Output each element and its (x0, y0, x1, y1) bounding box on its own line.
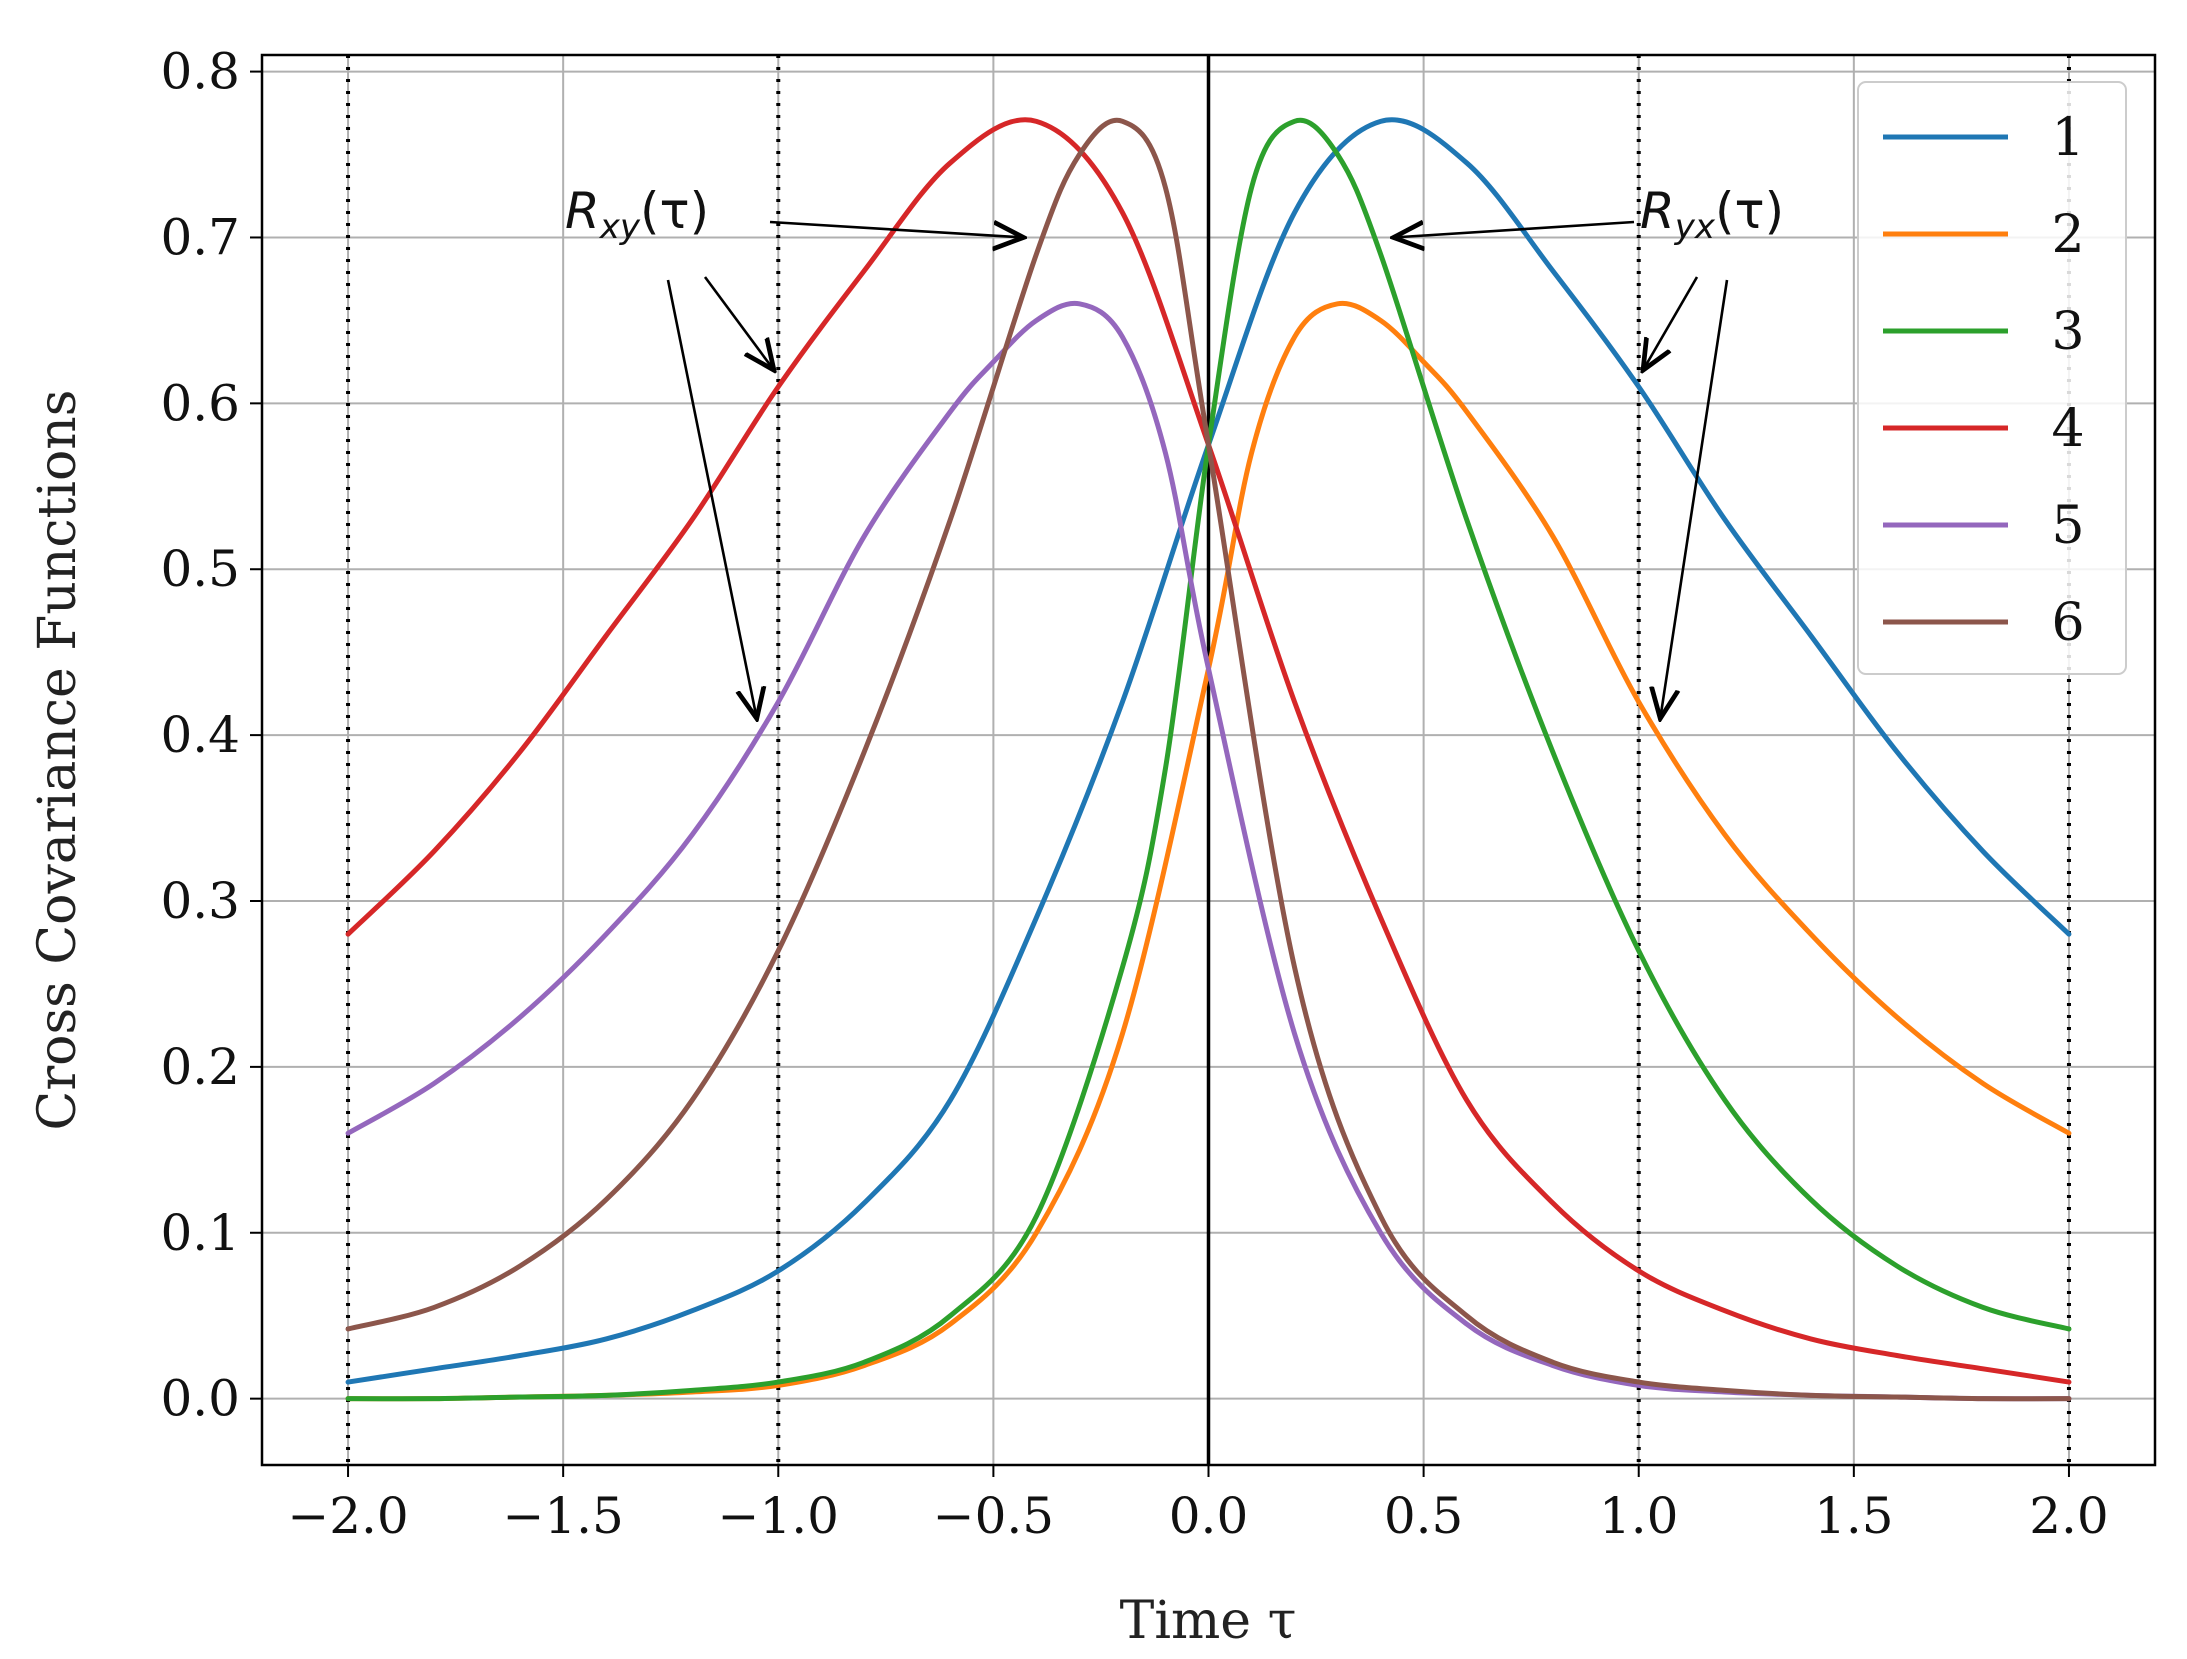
y-tick-label: 0.1 (160, 1204, 240, 1262)
y-tick-label: 0.2 (160, 1038, 240, 1096)
series-line-1 (345, 117, 2072, 1385)
annotation-arrow (1393, 222, 1635, 237)
annotation-arrow (703, 276, 774, 370)
legend-label-6: 6 (2051, 593, 2084, 653)
series-line-6 (345, 117, 2072, 1402)
x-tick-label: 1.0 (1599, 1487, 1679, 1545)
y-tick-label: 0.7 (160, 208, 240, 266)
reference-lines (346, 55, 2071, 1465)
x-tick-label: 0.5 (1384, 1487, 1464, 1545)
y-tick-label: 0.4 (160, 706, 240, 764)
x-axis-label: Time τ (1120, 1591, 1297, 1651)
x-tick-label: −1.0 (718, 1487, 839, 1545)
annotation-label: Rxy(τ) (565, 182, 709, 247)
annotation-arrow (769, 222, 1024, 237)
legend-label-3: 3 (2051, 302, 2084, 362)
annotation-subscript: yx (1674, 207, 1716, 247)
x-tick-label: −0.5 (933, 1487, 1054, 1545)
x-tick-label: −1.5 (502, 1487, 623, 1545)
legend-label-1: 1 (2051, 108, 2084, 168)
annotation-arrow (1660, 279, 1729, 719)
annotation-main: R (565, 182, 600, 240)
x-axis-ticks: −2.0 −1.5 −1.0 −0.5 0.0 0.5 1.0 1.5 2.0 (287, 1465, 2109, 1545)
y-tick-label: 0.5 (160, 540, 240, 598)
y-tick-label: 0.6 (160, 374, 240, 432)
x-tick-label: 2.0 (2029, 1487, 2109, 1545)
y-axis-label: Cross Covariance Functions (28, 390, 88, 1131)
legend-label-5: 5 (2051, 496, 2084, 556)
annotations: Rxy(τ) Ryx(τ) (565, 182, 1784, 719)
series-lines (345, 117, 2072, 1402)
y-tick-label: 0.3 (160, 872, 240, 930)
legend: 1 2 3 4 5 6 (1857, 81, 2127, 675)
x-tick-label: −2.0 (287, 1487, 408, 1545)
annotation-label: Ryx(τ) (1640, 182, 1784, 247)
x-tick-label: 1.5 (1814, 1487, 1894, 1545)
legend-label-4: 4 (2051, 399, 2084, 459)
series-line-4 (345, 117, 2072, 1385)
series-line-3 (345, 117, 2072, 1402)
annotation-subscript: xy (599, 207, 641, 247)
y-tick-label: 0.0 (160, 1370, 240, 1428)
annotation-ryx: Ryx(τ) (1393, 182, 1784, 719)
annotation-suffix: (τ) (640, 182, 709, 240)
y-tick-label: 0.8 (160, 43, 240, 101)
annotation-arrow (1643, 276, 1699, 370)
y-axis-ticks: 0.0 0.1 0.2 0.3 0.4 0.5 0.6 0.7 0.8 (160, 43, 262, 1428)
annotation-arrow (666, 279, 757, 719)
legend-box (1857, 81, 2127, 675)
annotation-main: R (1640, 182, 1675, 240)
legend-label-2: 2 (2051, 205, 2084, 265)
annotation-rxy: Rxy(τ) (565, 182, 1024, 719)
x-tick-label: 0.0 (1169, 1487, 1249, 1545)
annotation-suffix: (τ) (1715, 182, 1784, 240)
